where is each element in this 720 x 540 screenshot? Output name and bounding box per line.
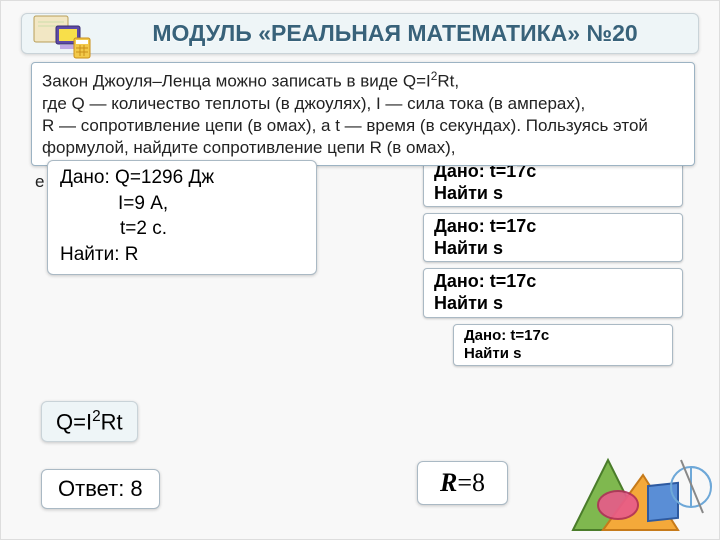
given-line1: Дано: Q=1296 Дж <box>60 165 304 191</box>
fragment-left: е <box>35 172 44 192</box>
middle-region: е с. Дано: Q=1296 Дж I=9 А, t=2 с. Найти… <box>1 160 719 310</box>
result-r: R <box>440 468 457 497</box>
book-computer-icon <box>30 8 94 62</box>
formula-box: Q=I2Rt <box>41 401 138 442</box>
problem-statement: Закон Джоуля–Ленца можно записать в виде… <box>31 62 695 166</box>
given-line2: I=9 А, <box>60 191 304 217</box>
given-box: Дано: Q=1296 Дж I=9 А, t=2 с. Найти: R <box>47 160 317 275</box>
answer-text: Ответ: 8 <box>58 476 143 501</box>
side-find-3: Найти s <box>434 293 672 315</box>
given-line3: t=2 с. <box>60 216 304 242</box>
page-title: МОДУЛЬ «РЕАЛЬНАЯ МАТЕМАТИКА» №20 <box>102 20 688 47</box>
problem-line3: R — сопротивление цепи (в омах), а t — в… <box>42 116 648 157</box>
given-line4: Найти: R <box>60 242 304 268</box>
side-find-1: Найти s <box>434 183 672 205</box>
side-find-2: Найти s <box>434 238 672 260</box>
side-box-4: Дано: t=17с Найти s <box>453 324 673 366</box>
side-box-2: Дано: t=17с Найти s <box>423 213 683 262</box>
side-box-3: Дано: t=17с Найти s <box>423 268 683 317</box>
formula-b: Rt <box>101 409 123 434</box>
title-banner: МОДУЛЬ «РЕАЛЬНАЯ МАТЕМАТИКА» №20 <box>21 13 699 54</box>
problem-line2: где Q — количество теплоты (в джоулях), … <box>42 94 585 113</box>
formula-sup: 2 <box>92 408 101 425</box>
side-given-3: Дано: t=17с <box>434 271 672 293</box>
side-given-4: Дано: t=17с <box>464 327 662 345</box>
problem-line1b: Rt, <box>437 72 459 91</box>
side-find-4: Найти s <box>464 345 662 363</box>
formula-a: Q=I <box>56 409 92 434</box>
side-given-2: Дано: t=17с <box>434 216 672 238</box>
answer-box: Ответ: 8 <box>41 469 160 509</box>
result-eq: =8 <box>457 468 485 497</box>
geometry-decor-icon <box>563 445 713 535</box>
result-box: R=8 <box>417 461 508 505</box>
side-boxes: Дано: t=17с Найти s Дано: t=17с Найти s … <box>423 158 683 366</box>
problem-line1a: Закон Джоуля–Ленца можно записать в виде… <box>42 72 431 91</box>
